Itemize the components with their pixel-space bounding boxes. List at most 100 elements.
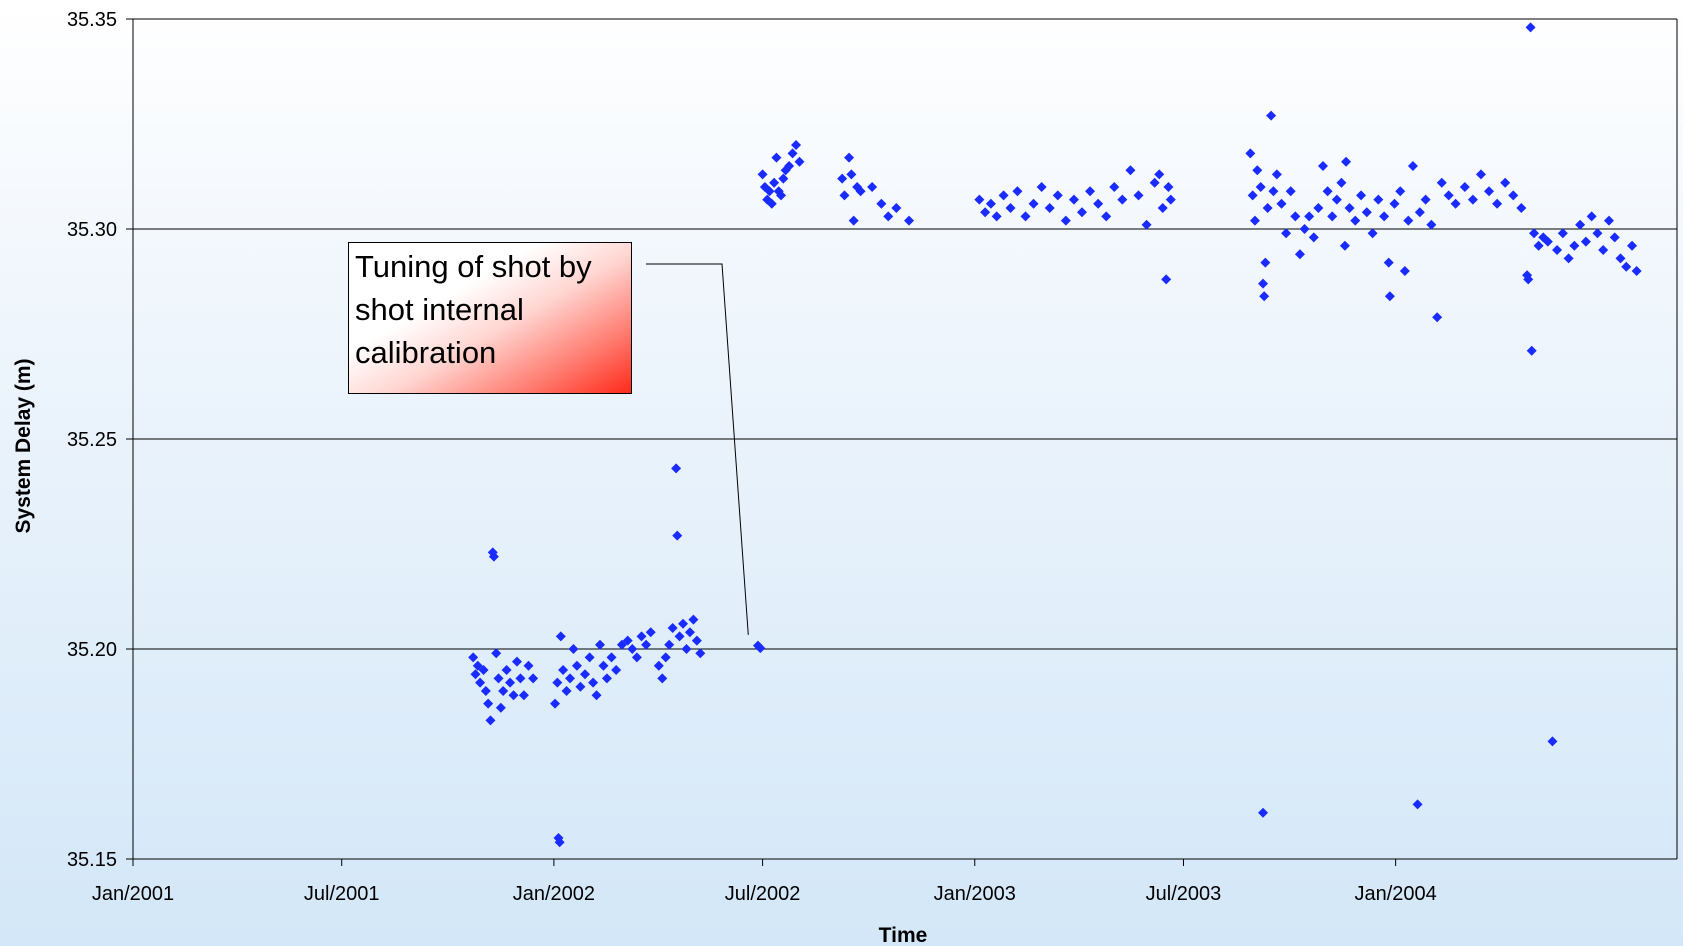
data-point	[627, 644, 638, 654]
data-point	[1542, 236, 1553, 247]
data-point	[584, 652, 595, 663]
data-point	[1609, 232, 1620, 243]
data-point	[1339, 240, 1350, 251]
y-tick-label: 35.30	[67, 219, 117, 241]
data-point	[1247, 190, 1258, 201]
data-point	[1060, 215, 1071, 226]
data-point	[1101, 211, 1112, 222]
data-point	[1304, 211, 1315, 222]
data-point	[1322, 186, 1333, 197]
data-point	[571, 660, 582, 671]
data-point	[588, 677, 599, 688]
x-tick-label: Jul/2001	[304, 883, 380, 905]
data-point	[664, 639, 675, 650]
data-point	[1252, 165, 1263, 176]
x-axis-ticks: Jan/2001 Jul/2001 Jan/2002 Jul/2002 Jan/2003…	[92, 859, 1437, 905]
x-tick-label: Jul/2002	[725, 883, 801, 905]
data-point	[1459, 182, 1470, 192]
data-point	[1294, 249, 1305, 260]
data-point	[794, 156, 805, 167]
data-point	[1125, 165, 1136, 176]
data-point	[1317, 161, 1328, 171]
data-point	[1344, 203, 1355, 213]
data-point	[1341, 156, 1352, 167]
data-point	[601, 673, 612, 684]
data-point	[511, 656, 522, 667]
data-point	[1020, 211, 1031, 222]
data-point	[1598, 245, 1609, 255]
data-point	[611, 665, 622, 675]
data-point	[1373, 194, 1384, 205]
data-point	[1586, 211, 1597, 222]
data-point	[1133, 190, 1144, 201]
data-point	[667, 623, 678, 633]
data-point	[1165, 194, 1176, 205]
x-tick-label: Jan/2004	[1354, 883, 1436, 905]
data-point	[528, 673, 539, 684]
data-point	[1443, 190, 1454, 201]
data-point	[1526, 345, 1537, 356]
data-point	[1336, 177, 1347, 188]
data-point	[684, 627, 695, 638]
data-point	[1379, 211, 1390, 222]
data-point	[1327, 211, 1338, 222]
data-point	[1615, 253, 1626, 264]
data-point	[1313, 203, 1324, 213]
data-point	[855, 186, 866, 197]
data-point	[1407, 161, 1418, 171]
data-point	[1249, 215, 1260, 226]
data-point	[846, 169, 857, 180]
data-point	[1361, 207, 1372, 218]
data-point	[1036, 182, 1047, 192]
data-point	[839, 190, 850, 201]
data-point	[764, 186, 775, 197]
data-point	[1523, 274, 1534, 285]
data-point	[1260, 257, 1271, 268]
data-point	[1266, 110, 1277, 121]
data-point	[1432, 312, 1443, 323]
data-point	[769, 177, 780, 188]
x-tick-label: Jul/2003	[1146, 883, 1222, 905]
data-point	[485, 715, 496, 726]
data-point	[1109, 182, 1120, 192]
data-point	[867, 182, 878, 192]
data-point	[778, 173, 789, 184]
data-point	[671, 463, 682, 474]
data-point	[488, 551, 499, 562]
data-point	[523, 660, 534, 671]
data-point	[974, 194, 985, 205]
data-point	[1245, 148, 1256, 159]
annotation-callout: Tuning of shot by shot internal calibrat…	[348, 242, 632, 394]
data-point	[1508, 190, 1519, 201]
data-point	[757, 169, 768, 180]
data-point	[1420, 194, 1431, 205]
data-point	[575, 681, 586, 692]
data-point	[515, 673, 526, 684]
data-point	[478, 665, 489, 675]
data-point	[771, 152, 782, 163]
data-point	[1475, 169, 1486, 180]
y-tick-label: 35.25	[67, 429, 117, 451]
data-point	[776, 190, 787, 201]
data-point	[1255, 182, 1266, 192]
data-point	[483, 698, 494, 709]
data-point	[1157, 203, 1168, 213]
data-point	[1141, 219, 1152, 230]
data-point	[598, 660, 609, 671]
data-point	[468, 652, 479, 663]
data-point	[1331, 194, 1342, 205]
data-point	[501, 665, 512, 675]
data-point	[876, 198, 887, 209]
data-point	[784, 161, 795, 171]
data-point	[1557, 228, 1568, 239]
data-point	[631, 652, 642, 663]
data-point	[695, 648, 706, 659]
data-point	[606, 652, 617, 663]
data-point	[791, 140, 802, 150]
y-tick-label: 35.15	[67, 849, 117, 871]
data-point	[591, 690, 602, 701]
data-point	[1529, 228, 1540, 239]
data-point	[561, 686, 572, 696]
x-tick-label: Jan/2002	[513, 883, 595, 905]
data-point	[1044, 203, 1055, 213]
